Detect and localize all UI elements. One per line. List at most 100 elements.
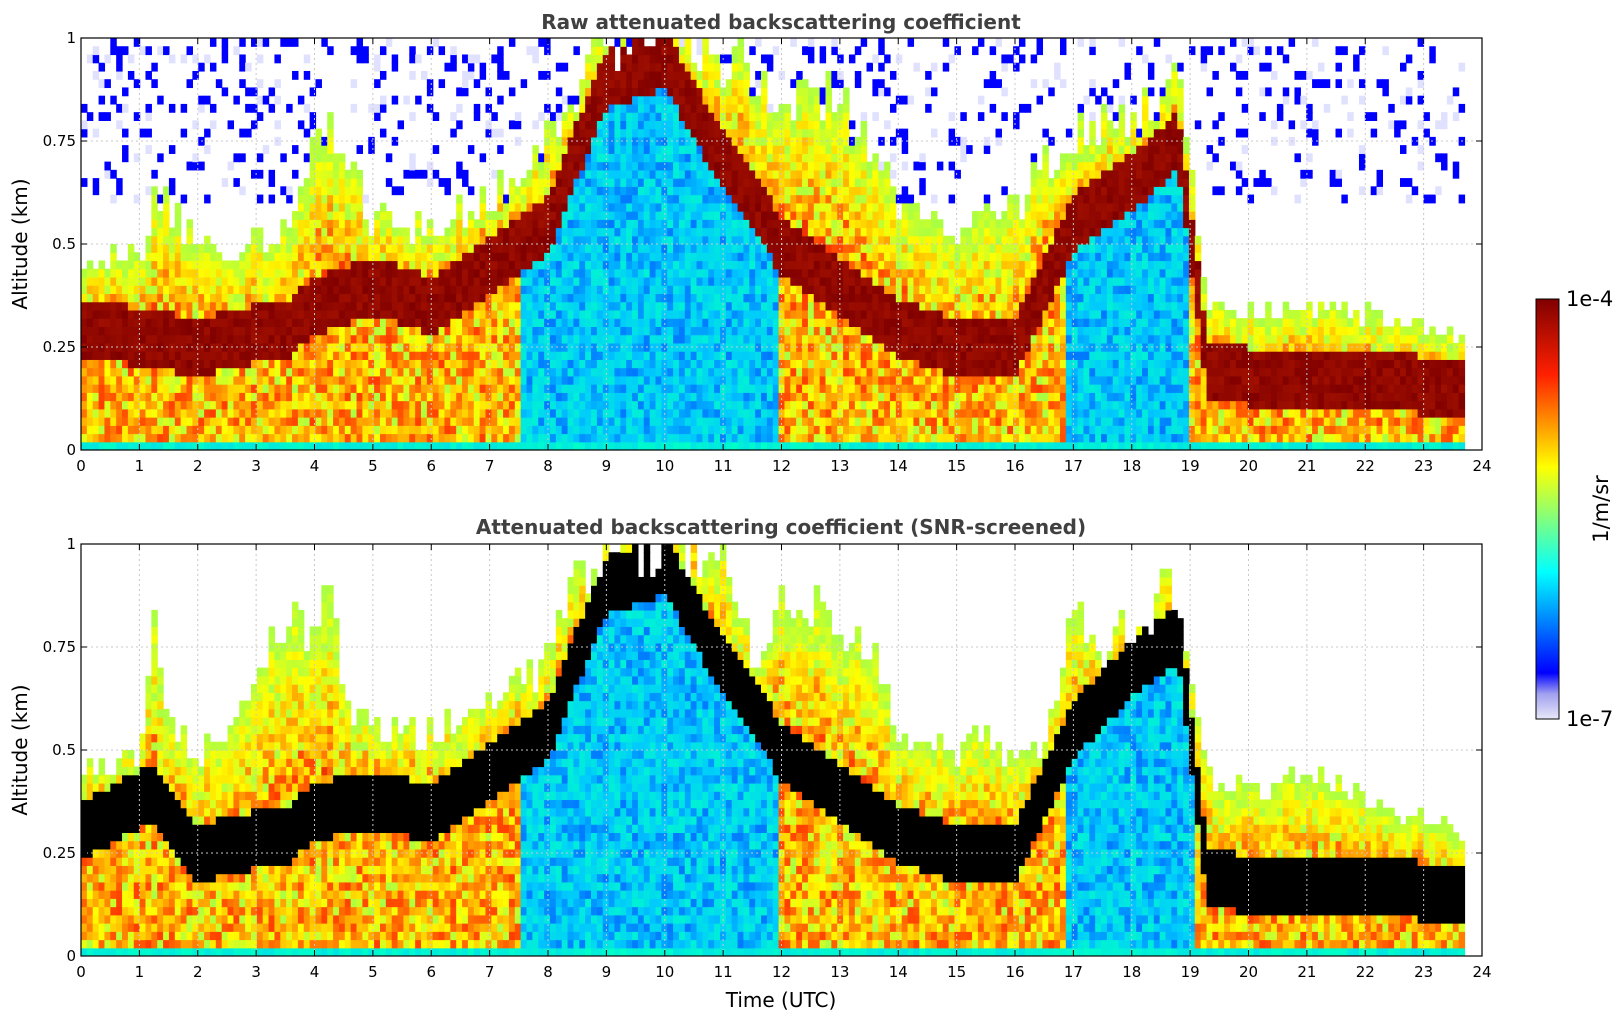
p1-heatmap-cell <box>321 334 328 344</box>
p1-heatmap-cell <box>491 441 498 450</box>
p1-heatmap-cell <box>491 326 498 336</box>
p1-heatmap-cell <box>356 252 363 262</box>
p1-heatmap-cell <box>649 202 657 212</box>
p1-heatmap-cell <box>755 285 762 295</box>
p1-heatmap-cell <box>350 103 358 113</box>
p1-heatmap-cell <box>450 375 457 385</box>
p1-heatmap-cell <box>620 128 627 138</box>
p1-heatmap-cell <box>661 95 668 105</box>
p1-heatmap-cell <box>333 318 340 327</box>
p1-heatmap-cell <box>661 326 668 336</box>
p1-heatmap-cell <box>421 375 428 385</box>
p1-heatmap-cell <box>544 244 551 253</box>
p1-heatmap-cell <box>467 359 475 369</box>
p1-heatmap-cell <box>632 425 639 435</box>
p1-heatmap-cell <box>684 38 692 47</box>
p1-heatmap-cell <box>708 384 715 393</box>
p1-heatmap-cell <box>491 433 498 443</box>
p1-heatmap-cell <box>643 441 651 450</box>
p1-heatmap-cell <box>268 392 276 402</box>
p1-heatmap-cell <box>579 244 586 253</box>
p1-heatmap-cell <box>761 342 768 352</box>
p1-heatmap-cell <box>168 309 176 319</box>
p1-heatmap-cell <box>297 425 305 435</box>
p1-heatmap-cell <box>227 441 235 450</box>
p1-heatmap-cell <box>848 252 856 262</box>
p1-heatmap-cell <box>174 326 182 336</box>
p1-heatmap-cell <box>673 194 680 204</box>
p1-heatmap-cell <box>714 161 721 171</box>
p1-heatmap-cell <box>549 433 557 443</box>
p1-heatmap-cell <box>368 441 375 450</box>
p1-heatmap-cell <box>696 260 703 270</box>
p1-heatmap-cell <box>608 178 616 187</box>
p1-heatmap-cell <box>626 202 633 212</box>
p1-heatmap-cell <box>462 276 469 286</box>
p1-heatmap-cell <box>755 79 762 89</box>
p1-heatmap-cell <box>344 367 352 377</box>
p1-heatmap-cell <box>86 293 94 303</box>
p1-heatmap-cell <box>309 194 317 204</box>
p1-heatmap-cell <box>397 309 405 319</box>
p1-heatmap-cell <box>268 103 276 113</box>
p1-heatmap-cell <box>198 408 205 418</box>
p1-heatmap-cell <box>807 326 815 336</box>
p1-heatmap-cell <box>268 367 276 377</box>
p1-heatmap-cell <box>673 54 680 64</box>
p1-heatmap-cell <box>145 285 152 295</box>
p1-heatmap-cell <box>549 194 557 204</box>
p1-heatmap-cell <box>843 178 850 187</box>
p1-heatmap-cell <box>555 351 563 360</box>
p1-heatmap-cell <box>596 186 604 196</box>
p1-heatmap-cell <box>696 128 703 138</box>
p1-heatmap-cell <box>772 161 780 171</box>
p1-heatmap-cell <box>673 128 680 138</box>
p1-heatmap-cell <box>520 367 528 377</box>
p1-heatmap-cell <box>456 161 463 171</box>
p1-heatmap-cell <box>503 417 510 426</box>
p1-heatmap-cell <box>813 112 821 121</box>
p1-heatmap-cell <box>690 252 698 262</box>
p1-heatmap-cell <box>544 153 551 163</box>
p1-heatmap-cell <box>297 400 305 410</box>
p1-heatmap-cell <box>479 417 487 426</box>
p1-heatmap-cell <box>327 441 334 450</box>
p1-heatmap-cell <box>719 153 727 163</box>
p1-heatmap-cell <box>321 326 328 336</box>
p1-heatmap-cell <box>286 301 293 311</box>
p1-heatmap-cell <box>473 285 481 295</box>
p1-heatmap-cell <box>561 367 569 377</box>
p1-heatmap-cell <box>204 351 211 360</box>
p1-heatmap-cell <box>690 351 698 360</box>
p1-heatmap-cell <box>409 334 416 344</box>
p1-heatmap-cell <box>755 351 762 360</box>
p1-heatmap-cell <box>825 400 832 410</box>
p1-heatmap-cell <box>819 169 827 179</box>
p1-heatmap-cell <box>538 384 545 393</box>
p1-heatmap-cell <box>508 38 516 47</box>
p1-heatmap-cell <box>743 87 750 97</box>
p1-heatmap-cell <box>825 441 832 450</box>
p1-heatmap-cell <box>163 202 170 212</box>
p1-heatmap-cell <box>479 293 487 303</box>
p1-heatmap-cell <box>620 153 627 163</box>
p1-heatmap-cell <box>807 103 815 113</box>
p1-heatmap-cell <box>245 417 252 426</box>
p1-heatmap-cell <box>479 153 487 163</box>
p1-heatmap-cell <box>837 178 844 187</box>
p1-heatmap-cell <box>655 161 662 171</box>
p1-heatmap-cell <box>374 425 381 435</box>
p1-heatmap-cell <box>825 276 832 286</box>
p1-heatmap-cell <box>467 186 475 196</box>
p1-heatmap-cell <box>385 417 393 426</box>
p1-heatmap-cell <box>204 194 211 204</box>
p1-heatmap-cell <box>696 145 703 154</box>
p1-heatmap-cell <box>690 194 698 204</box>
p1-heatmap-cell <box>81 441 88 450</box>
p1-heatmap-cell <box>831 112 838 121</box>
p1-heatmap-cell <box>133 318 141 327</box>
p1-heatmap-cell <box>391 367 399 377</box>
p1-heatmap-cell <box>327 367 334 377</box>
p1-heatmap-cell <box>725 128 733 138</box>
p1-heatmap-cell <box>379 293 387 303</box>
